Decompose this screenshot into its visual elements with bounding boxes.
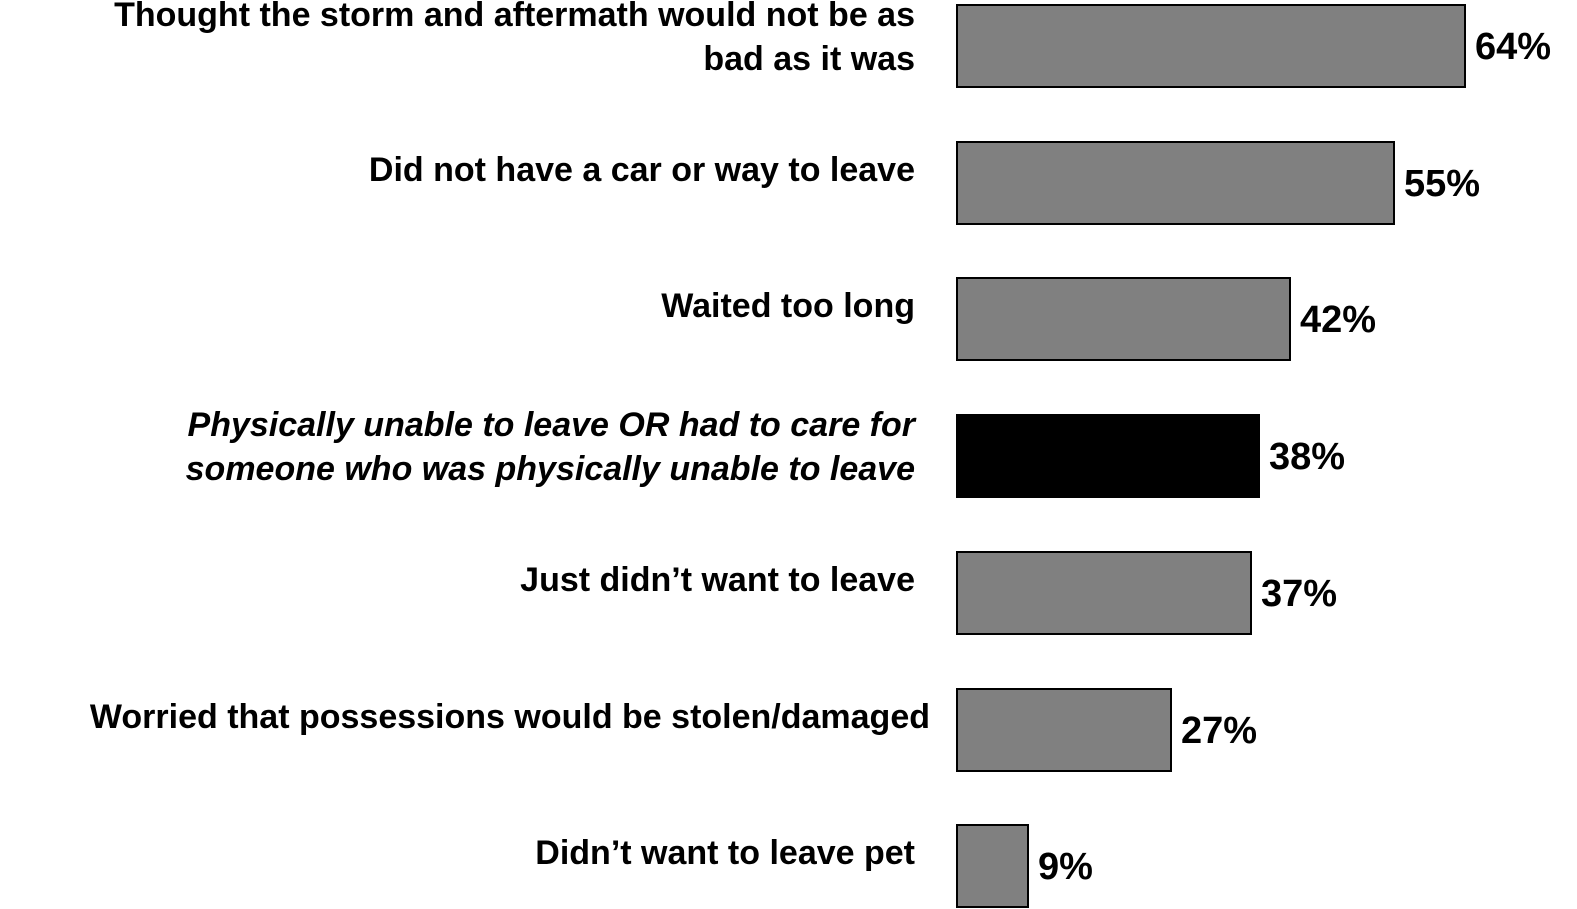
category-label-1-line-2: bad as it was bbox=[703, 40, 915, 78]
value-label-4: 38% bbox=[1269, 436, 1345, 478]
value-label-6: 27% bbox=[1181, 710, 1257, 752]
value-label-7: 9% bbox=[1038, 846, 1093, 888]
value-label-5: 37% bbox=[1261, 573, 1337, 615]
bar-2 bbox=[956, 141, 1395, 225]
bar-6 bbox=[956, 688, 1172, 772]
value-label-1: 64% bbox=[1475, 26, 1551, 68]
bar-7 bbox=[956, 824, 1029, 908]
bar-3 bbox=[956, 277, 1291, 361]
value-label-2: 55% bbox=[1404, 163, 1480, 205]
value-label-3: 42% bbox=[1300, 299, 1376, 341]
bar-5 bbox=[956, 551, 1252, 635]
category-label-4-line-2: someone who was physically unable to lea… bbox=[186, 450, 915, 488]
bar-1 bbox=[956, 4, 1466, 88]
category-label-6: Worried that possessions would be stolen… bbox=[90, 698, 930, 736]
category-label-3: Waited too long bbox=[661, 287, 915, 325]
category-label-2: Did not have a car or way to leave bbox=[369, 151, 915, 189]
category-label-4-line-1: Physically unable to leave OR had to car… bbox=[188, 406, 917, 444]
category-label-5: Just didn’t want to leave bbox=[520, 561, 915, 599]
category-label-7: Didn’t want to leave pet bbox=[535, 834, 915, 872]
category-label-1-line-1: Thought the storm and aftermath would no… bbox=[114, 0, 915, 34]
bar-4 bbox=[956, 414, 1260, 498]
